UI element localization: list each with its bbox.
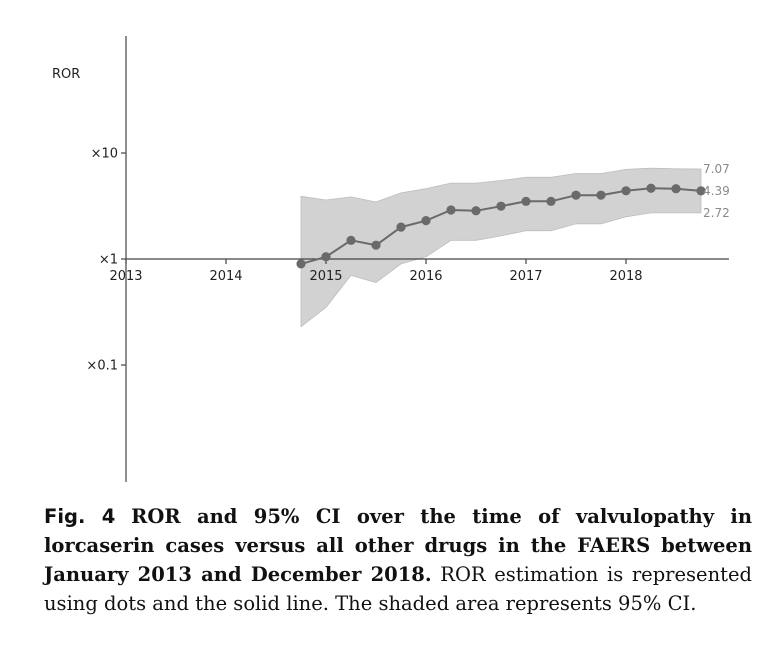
ror-point (371, 240, 381, 250)
ror-point (296, 259, 306, 269)
end-value-label: 4.39 (703, 184, 730, 198)
ror-point (571, 190, 581, 200)
ror-point (421, 216, 431, 226)
ror-point (321, 252, 331, 262)
chart-area: ×10 ×1 ×0.1 2013 2014 2015 2016 2017 2018 ROR 7.07… (52, 36, 730, 482)
x-tick-label: 2015 (309, 269, 342, 284)
figure-label: Fig. 4 (44, 505, 116, 528)
x-tick-label: 2014 (209, 269, 242, 284)
y-axis-label: ROR (52, 67, 80, 82)
ci-band (300, 167, 702, 328)
ror-point (671, 184, 681, 194)
ror-point (471, 206, 481, 216)
end-value-label: 2.72 (703, 206, 730, 220)
ror-point (446, 205, 456, 215)
figure-caption: Fig. 4 ROR and 95% CI over the time of v… (44, 502, 752, 618)
end-value-label: 7.07 (703, 162, 730, 176)
ror-point (696, 186, 706, 196)
ror-point (646, 183, 656, 193)
ror-point (596, 190, 606, 200)
figure-title: ROR and 95% CI over the time of valvulop… (44, 505, 753, 586)
figure-description: ROR estimation is represented using dots… (44, 563, 753, 615)
y-tick-label: ×0.1 (86, 359, 118, 374)
x-tick-label: 2018 (609, 269, 642, 284)
ror-point (396, 222, 406, 232)
ror-point (621, 186, 631, 196)
ror-point (496, 201, 506, 211)
x-tick-label: 2016 (409, 269, 442, 284)
ror-point (521, 196, 531, 206)
ror-chart: ×10 ×1 ×0.1 2013 2014 2015 2016 2017 2018 ROR 7.07… (52, 36, 730, 482)
y-tick-label: ×10 (91, 147, 118, 162)
y-tick-label: ×1 (99, 253, 118, 268)
ror-point (346, 235, 356, 245)
ror-point (546, 196, 556, 206)
x-tick-label: 2017 (509, 269, 542, 284)
x-tick-label: 2013 (109, 269, 142, 284)
